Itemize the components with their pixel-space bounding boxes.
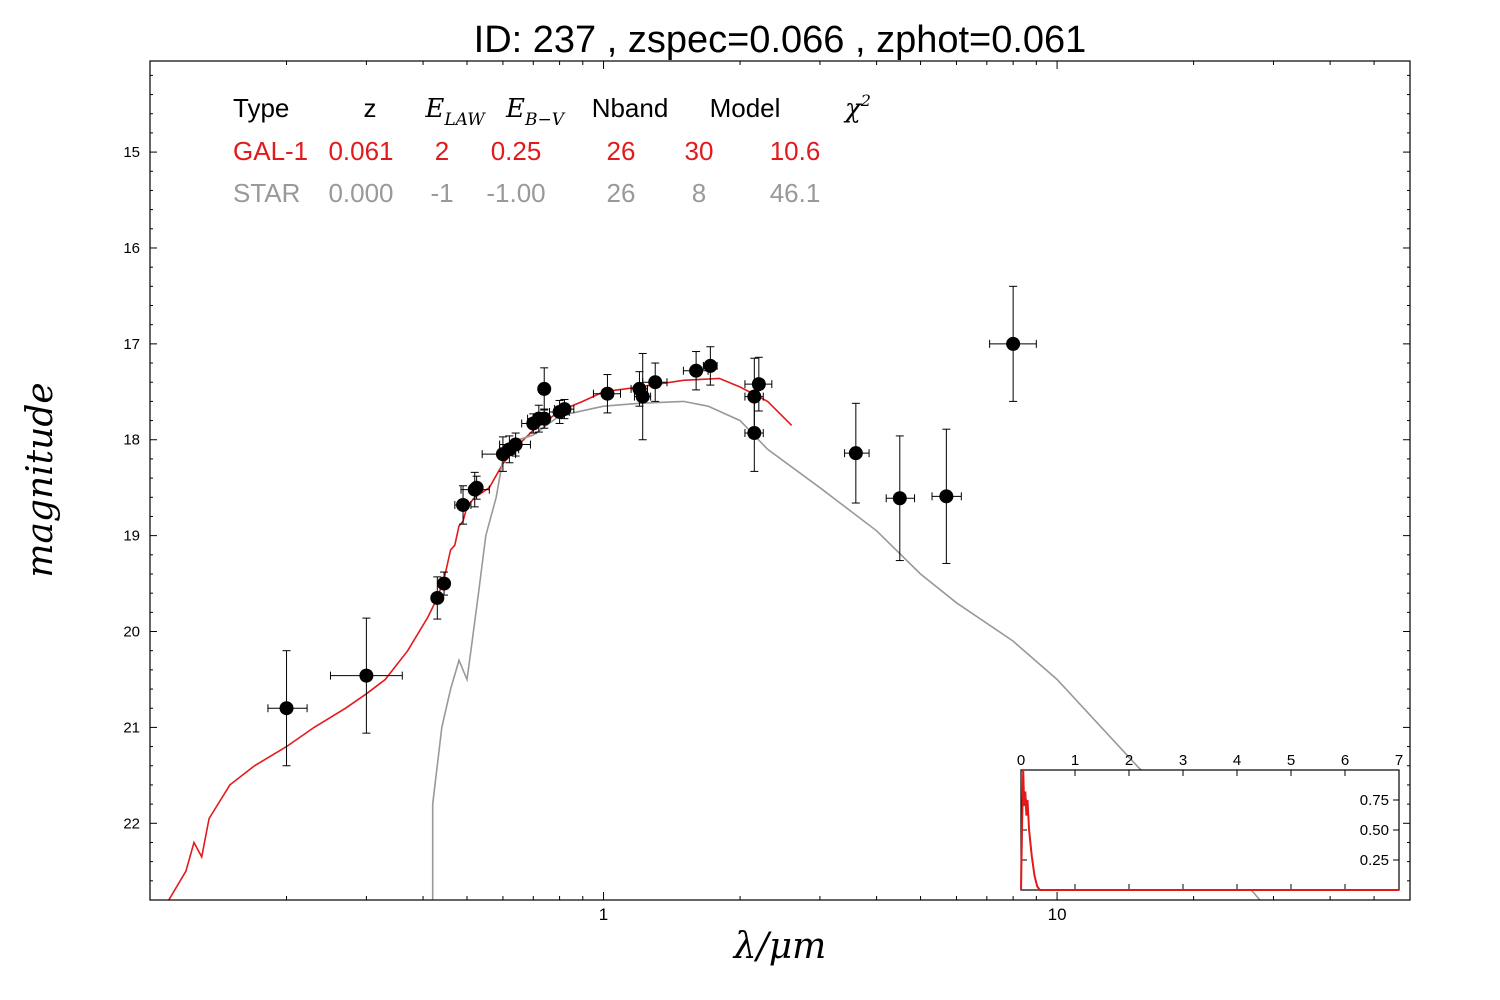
- fit-table: Type z ELAW EB−V Nband Model χ2 GAL-1 0.061 2 0.25…: [233, 91, 871, 208]
- data-point: [682, 351, 709, 391]
- data-point-marker: [359, 668, 374, 683]
- data-point-marker: [892, 491, 907, 506]
- data-point: [499, 432, 531, 457]
- data-point-marker: [456, 497, 471, 512]
- inset-x-tick-label: 2: [1125, 752, 1133, 769]
- y-tick-label: 21: [123, 719, 140, 736]
- y-tick-label: 15: [123, 144, 140, 161]
- inset-x-tick-label: 7: [1395, 752, 1403, 769]
- table-cell: 26: [607, 178, 636, 208]
- table-cell: 0.000: [328, 178, 393, 208]
- data-point-marker: [537, 381, 552, 396]
- table-cell: 0.25: [491, 136, 542, 166]
- inset-x-tick-label: 3: [1179, 752, 1187, 769]
- data-point: [430, 576, 445, 620]
- data-point: [989, 285, 1037, 402]
- y-tick-label: 19: [123, 528, 140, 545]
- photometry-points: [267, 285, 1037, 767]
- x-tick-label: 10: [1048, 905, 1067, 924]
- inset-frame: [1020, 769, 1400, 891]
- data-point-marker: [557, 402, 572, 417]
- table-header-3: EB−V: [505, 94, 566, 130]
- table-header-0: Type: [233, 93, 289, 123]
- data-point: [454, 485, 472, 525]
- data-point-marker: [635, 389, 650, 404]
- data-point-marker: [537, 411, 552, 426]
- data-point: [469, 475, 484, 500]
- data-point-marker: [279, 701, 294, 716]
- data-point: [931, 428, 962, 564]
- table-header-4: Nband: [592, 93, 669, 123]
- data-point-marker: [689, 363, 704, 378]
- data-point: [437, 571, 452, 596]
- data-point: [844, 402, 870, 504]
- table-header-6: χ2: [843, 91, 871, 124]
- inset-y-tick-label: 0.25: [1360, 852, 1389, 869]
- y-tick-label: 22: [123, 815, 140, 832]
- data-point-marker: [469, 480, 484, 495]
- table-cell: 46.1: [770, 178, 821, 208]
- inset-x-tick-label: 6: [1341, 752, 1349, 769]
- data-point-marker: [1006, 336, 1021, 351]
- y-tick-label: 16: [123, 240, 140, 257]
- inset-x-tick-label: 4: [1233, 752, 1241, 769]
- x-tick-label: 1: [599, 905, 608, 924]
- inset-y-tick-label: 0.50: [1360, 822, 1389, 839]
- data-point: [537, 408, 552, 429]
- table-cell: 2: [435, 136, 449, 166]
- table-header-1: z: [364, 93, 377, 123]
- table-cell: -1: [430, 178, 453, 208]
- y-tick-label: 20: [123, 624, 140, 641]
- chart-title: ID: 237 , zspec=0.066 , zphot=0.061: [474, 19, 1087, 61]
- table-cell: -1.00: [486, 178, 545, 208]
- table-cell: 10.6: [770, 136, 821, 166]
- data-point-marker: [848, 446, 863, 461]
- model-line-2: [431, 400, 1261, 900]
- inset-y-tick-label: 0.75: [1360, 792, 1389, 809]
- table-cell: 8: [692, 178, 706, 208]
- data-point-marker: [751, 377, 766, 392]
- x-axis-label: λ/μm: [732, 926, 826, 967]
- inset-x-tick-label: 0: [1017, 752, 1025, 769]
- inset-chart: 0 1 2 3 4 5 6 7 0.25 0.50 0.75: [1017, 752, 1403, 891]
- data-point: [267, 650, 308, 767]
- y-tick-label: 18: [123, 432, 140, 449]
- data-point: [592, 374, 622, 414]
- data-point: [554, 398, 575, 420]
- model-line-1: [168, 377, 793, 900]
- data-point: [537, 367, 552, 411]
- data-point: [702, 346, 718, 386]
- data-point: [885, 435, 916, 562]
- table-header-2: ELAW: [424, 94, 486, 130]
- y-tick-label: 17: [123, 336, 140, 353]
- data-point: [329, 617, 403, 734]
- table-cell: GAL-1: [233, 136, 308, 166]
- table-cell: 30: [685, 136, 714, 166]
- data-point-marker: [939, 489, 954, 504]
- data-point: [633, 352, 652, 441]
- data-point-marker: [430, 590, 445, 605]
- data-point-marker: [703, 358, 718, 373]
- data-point-marker: [648, 375, 663, 390]
- table-cell: STAR: [233, 178, 300, 208]
- table-header-5: Model: [710, 93, 781, 123]
- data-point-marker: [508, 437, 523, 452]
- data-point-marker: [437, 576, 452, 591]
- table-cell: 0.061: [328, 136, 393, 166]
- inset-pdf-line: [1020, 769, 1399, 891]
- data-point-marker: [600, 386, 615, 401]
- plot-frame: [149, 60, 1411, 901]
- data-point: [642, 362, 668, 402]
- data-point: [744, 356, 773, 412]
- table-cell: 26: [607, 136, 636, 166]
- inset-x-tick-label: 5: [1287, 752, 1295, 769]
- y-axis-label: magnitude: [20, 382, 61, 577]
- inset-x-tick-label: 1: [1071, 752, 1079, 769]
- data-point-marker: [747, 426, 762, 441]
- data-point: [744, 394, 764, 472]
